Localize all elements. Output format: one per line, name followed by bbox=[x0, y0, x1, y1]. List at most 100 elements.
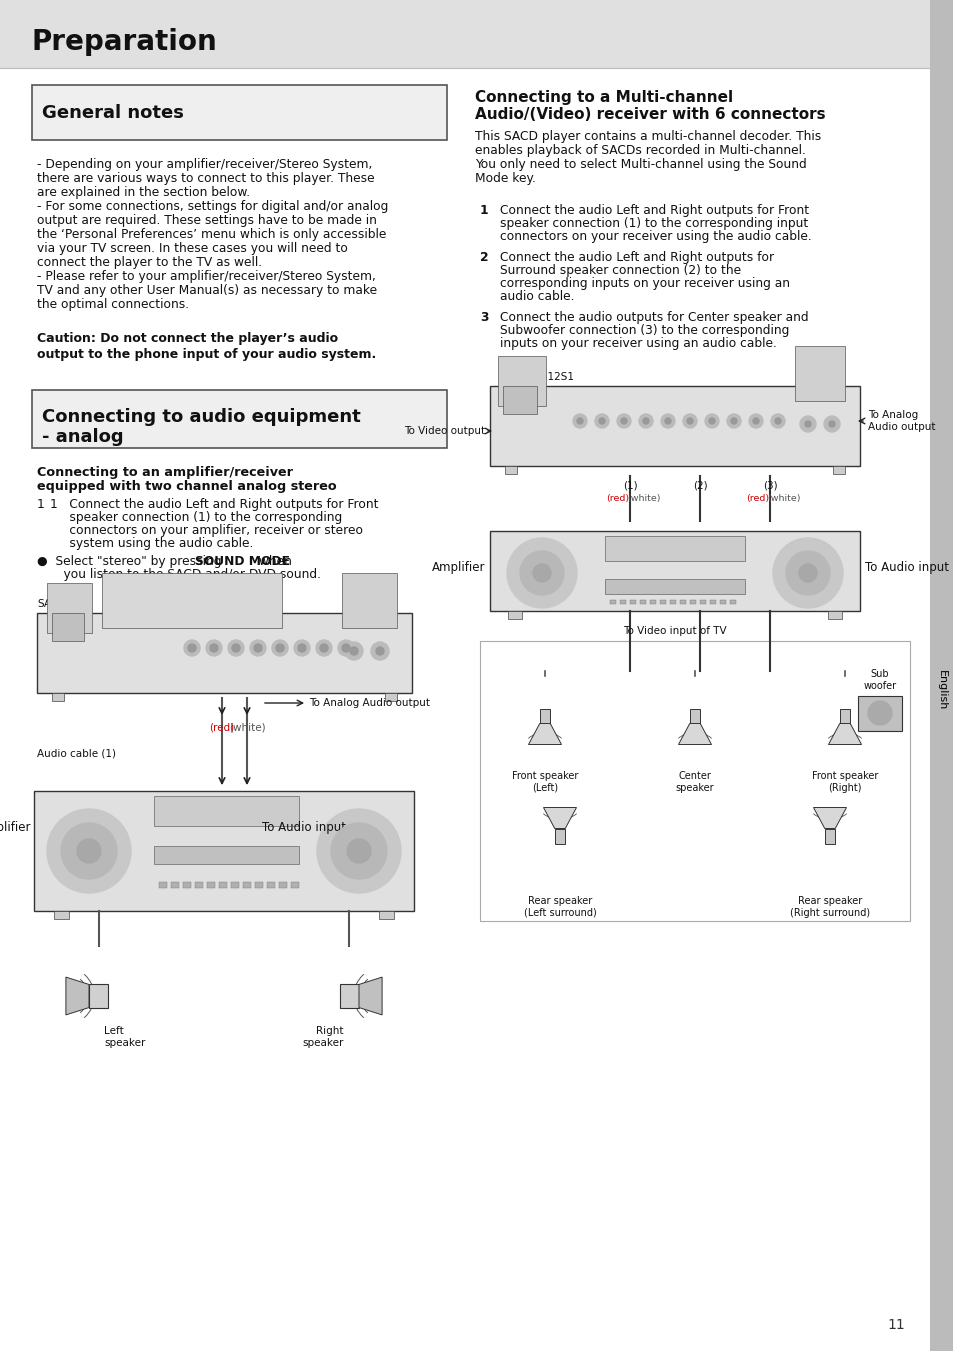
Circle shape bbox=[345, 642, 363, 661]
Text: 1   Connect the audio Left and Right outputs for Front: 1 Connect the audio Left and Right outpu… bbox=[50, 499, 378, 511]
Bar bbox=[194, 882, 203, 888]
Circle shape bbox=[47, 809, 131, 893]
Polygon shape bbox=[678, 724, 711, 744]
Bar bbox=[254, 882, 263, 888]
Bar bbox=[37, 613, 412, 693]
Text: 1: 1 bbox=[37, 499, 45, 511]
Text: To Video input of TV: To Video input of TV bbox=[622, 626, 726, 636]
Bar bbox=[507, 611, 521, 619]
Text: - Please refer to your amplifier/receiver/Stereo System,: - Please refer to your amplifier/receive… bbox=[37, 270, 375, 282]
Text: TV and any other User Manual(s) as necessary to make: TV and any other User Manual(s) as neces… bbox=[37, 284, 376, 297]
Bar bbox=[700, 600, 705, 604]
Circle shape bbox=[297, 644, 306, 653]
Text: Audio cable (1): Audio cable (1) bbox=[37, 748, 116, 758]
Text: SA-12S1: SA-12S1 bbox=[530, 372, 574, 382]
Bar bbox=[153, 846, 298, 865]
Circle shape bbox=[828, 422, 834, 427]
Text: Connect the audio Left and Right outputs for: Connect the audio Left and Right outputs… bbox=[499, 251, 773, 263]
Circle shape bbox=[867, 701, 891, 725]
Circle shape bbox=[210, 644, 218, 653]
Circle shape bbox=[533, 563, 551, 582]
Bar bbox=[0, 1340, 929, 1351]
Bar bbox=[341, 573, 396, 628]
Circle shape bbox=[748, 413, 762, 428]
Text: Connect the audio outputs for Center speaker and: Connect the audio outputs for Center spe… bbox=[499, 311, 808, 324]
Text: Sub
woofer: Sub woofer bbox=[862, 669, 896, 690]
Circle shape bbox=[228, 640, 244, 657]
Text: To Video output: To Video output bbox=[403, 426, 484, 436]
Text: are explained in the section below.: are explained in the section below. bbox=[37, 186, 250, 199]
Text: SOUND MODE: SOUND MODE bbox=[195, 555, 290, 567]
Bar bbox=[720, 600, 725, 604]
Bar bbox=[794, 346, 844, 401]
Bar bbox=[729, 600, 735, 604]
Text: (red): (red) bbox=[606, 494, 629, 503]
Circle shape bbox=[375, 647, 384, 655]
Text: To Audio input: To Audio input bbox=[864, 561, 948, 574]
Text: corresponding inputs on your receiver using an: corresponding inputs on your receiver us… bbox=[499, 277, 789, 290]
Bar bbox=[52, 613, 84, 640]
Text: ●  Select "stereo" by pressing: ● Select "stereo" by pressing bbox=[37, 555, 225, 567]
Text: equipped with two channel analog stereo: equipped with two channel analog stereo bbox=[37, 480, 336, 493]
Bar bbox=[490, 386, 859, 466]
Text: Connecting to a Multi-channel: Connecting to a Multi-channel bbox=[475, 91, 732, 105]
Bar bbox=[171, 882, 179, 888]
Text: You only need to select Multi-channel using the Sound: You only need to select Multi-channel us… bbox=[475, 158, 806, 172]
Circle shape bbox=[770, 413, 784, 428]
Circle shape bbox=[315, 640, 332, 657]
Bar bbox=[153, 796, 298, 825]
Text: there are various ways to connect to this player. These: there are various ways to connect to thi… bbox=[37, 172, 375, 185]
Bar bbox=[659, 600, 665, 604]
Bar bbox=[504, 466, 517, 474]
Text: output to the phone input of your audio system.: output to the phone input of your audio … bbox=[37, 349, 375, 361]
Bar bbox=[609, 600, 616, 604]
Polygon shape bbox=[543, 808, 576, 828]
Bar bbox=[689, 708, 700, 724]
Text: (2): (2) bbox=[692, 481, 706, 490]
Circle shape bbox=[188, 644, 195, 653]
Circle shape bbox=[799, 563, 816, 582]
Bar bbox=[231, 882, 239, 888]
Text: (3): (3) bbox=[761, 481, 777, 490]
Text: Left
speaker: Left speaker bbox=[104, 1025, 145, 1047]
Polygon shape bbox=[66, 977, 89, 1015]
Text: 11: 11 bbox=[886, 1319, 904, 1332]
Bar bbox=[183, 882, 191, 888]
Bar bbox=[604, 580, 744, 594]
Bar bbox=[554, 828, 565, 843]
Text: 2: 2 bbox=[479, 251, 488, 263]
Text: (1): (1) bbox=[622, 481, 637, 490]
Circle shape bbox=[316, 809, 400, 893]
Text: Amplifier: Amplifier bbox=[0, 821, 30, 834]
Text: Audio/(Video) receiver with 6 connectors: Audio/(Video) receiver with 6 connectors bbox=[475, 107, 824, 122]
Text: - analog: - analog bbox=[42, 428, 124, 446]
Text: enables playback of SACDs recorded in Multi-channel.: enables playback of SACDs recorded in Mu… bbox=[475, 145, 805, 157]
Text: the ‘Personal Preferences’ menu which is only accessible: the ‘Personal Preferences’ menu which is… bbox=[37, 228, 386, 240]
Text: you listen to the SACD and/or DVD sound.: you listen to the SACD and/or DVD sound. bbox=[48, 567, 320, 581]
Circle shape bbox=[752, 417, 759, 424]
Text: General notes: General notes bbox=[42, 104, 184, 122]
Circle shape bbox=[319, 644, 328, 653]
Text: (white): (white) bbox=[626, 494, 660, 503]
Circle shape bbox=[785, 551, 829, 594]
Circle shape bbox=[61, 823, 117, 880]
Text: SA-12S1: SA-12S1 bbox=[37, 598, 81, 609]
Circle shape bbox=[232, 644, 240, 653]
Circle shape bbox=[250, 640, 266, 657]
Text: inputs on your receiver using an audio cable.: inputs on your receiver using an audio c… bbox=[499, 336, 776, 350]
Bar bbox=[857, 696, 901, 731]
Circle shape bbox=[275, 644, 284, 653]
Bar bbox=[291, 882, 298, 888]
Circle shape bbox=[347, 839, 371, 863]
Text: 3: 3 bbox=[479, 311, 488, 324]
Circle shape bbox=[708, 417, 714, 424]
Circle shape bbox=[272, 640, 288, 657]
Text: audio cable.: audio cable. bbox=[499, 290, 574, 303]
Bar bbox=[709, 600, 716, 604]
Text: To Analog
Audio output: To Analog Audio output bbox=[867, 411, 935, 432]
Circle shape bbox=[726, 413, 740, 428]
Bar bbox=[827, 611, 841, 619]
Bar bbox=[159, 882, 167, 888]
Circle shape bbox=[598, 417, 604, 424]
Circle shape bbox=[206, 640, 222, 657]
